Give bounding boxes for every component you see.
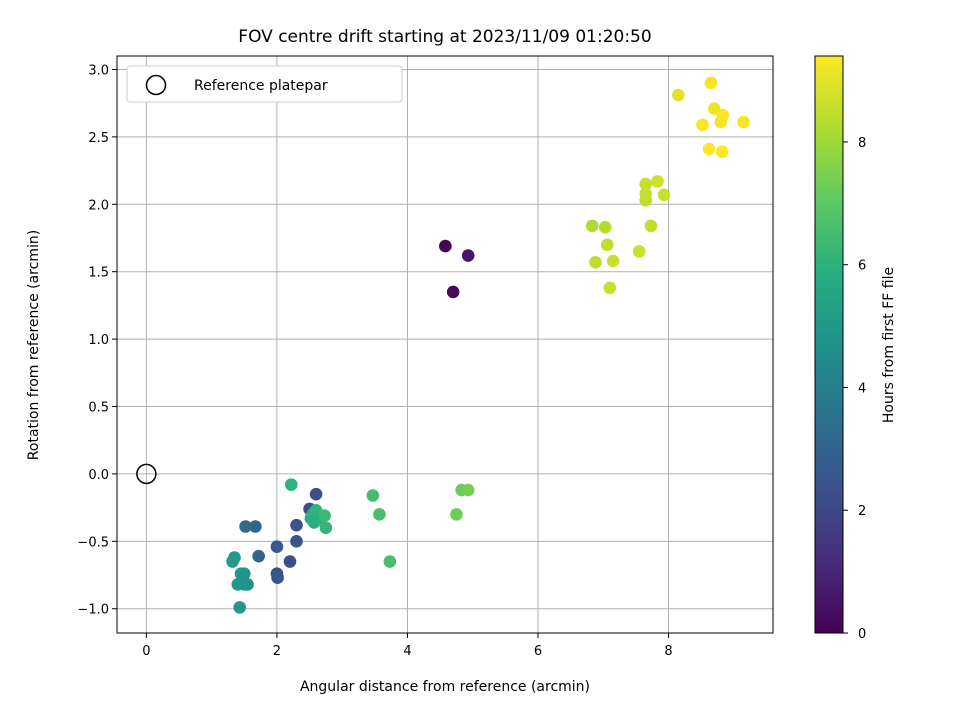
data-points (226, 76, 750, 614)
legend: Reference platepar (126, 65, 403, 103)
scatter-point (290, 535, 303, 548)
scatter-point (233, 601, 247, 614)
chart-title: FOV centre drift starting at 2023/11/09 … (238, 27, 651, 47)
scatter-point (271, 571, 284, 585)
scatter-point (241, 578, 254, 591)
x-tick-label: 6 (534, 644, 542, 659)
y-tick-label: −0.5 (77, 535, 109, 550)
scatter-point (632, 245, 646, 258)
reference-platepar-marker (136, 463, 157, 485)
scatter-point (598, 220, 612, 234)
y-tick-label: 0.5 (88, 401, 109, 416)
scatter-point (644, 219, 658, 233)
y-tick-label: 1.5 (88, 266, 109, 281)
scatter-point (270, 540, 284, 554)
scatter-point (600, 238, 614, 252)
scatter-point (319, 521, 333, 535)
scatter-point (318, 509, 331, 523)
scatter-point (290, 518, 303, 532)
grid-lines (117, 56, 773, 633)
y-axis-ticks: −1.0 −0.5 0.0 0.5 1.0 1.5 2.0 2.5 3.0 (77, 63, 117, 618)
x-tick-label: 2 (273, 644, 281, 659)
scatter-point (446, 285, 460, 299)
colorbar-tick-label: 2 (858, 504, 866, 519)
scatter-point (461, 249, 475, 262)
y-tick-label: 0.0 (88, 468, 109, 483)
scatter-point (373, 508, 386, 521)
scatter-point (707, 102, 721, 115)
colorbar: 0 2 4 6 8 Hours from first FF file (814, 55, 897, 642)
colorbar-tick-label: 4 (858, 381, 866, 396)
scatter-point (239, 520, 252, 533)
legend-marker-icon (145, 74, 167, 96)
scatter-point (283, 555, 297, 568)
scatter-point (226, 555, 239, 568)
x-axis-ticks: 0 2 4 6 8 (142, 633, 673, 659)
scatter-point (639, 177, 653, 191)
scatter-point (366, 489, 380, 502)
scatter-point (439, 239, 452, 253)
colorbar-tick-label: 6 (858, 259, 866, 274)
scatter-point (589, 255, 602, 269)
colorbar-ticks: 0 2 4 6 8 (843, 136, 866, 642)
scatter-point (715, 145, 729, 159)
scatter-point (249, 520, 262, 533)
colorbar-gradient (814, 55, 844, 634)
scatter-point (714, 115, 728, 129)
scatter-point (585, 219, 599, 233)
colorbar-tick-label: 0 (858, 627, 866, 642)
plot-frame (116, 55, 774, 634)
scatter-point (696, 118, 709, 132)
scatter-point (737, 115, 750, 129)
x-tick-label: 4 (403, 644, 411, 659)
x-tick-label: 0 (142, 644, 150, 659)
x-tick-label: 8 (664, 644, 672, 659)
x-axis-label: Angular distance from reference (arcmin) (300, 679, 590, 695)
colorbar-label: Hours from first FF file (881, 267, 897, 423)
scatter-point (309, 487, 323, 501)
scatter-point (657, 188, 671, 202)
y-tick-label: 2.5 (88, 131, 109, 146)
y-axis-label: Rotation from reference (arcmin) (26, 230, 42, 460)
scatter-point (450, 508, 463, 521)
y-tick-label: 3.0 (88, 63, 109, 78)
scatter-point (284, 478, 298, 492)
scatter-point (651, 175, 664, 188)
y-tick-label: 2.0 (88, 198, 109, 213)
colorbar-tick-label: 8 (858, 136, 866, 151)
scatter-point (704, 76, 718, 90)
scatter-point (237, 567, 251, 580)
scatter-point (639, 187, 653, 200)
scatter-point (461, 483, 475, 497)
scatter-point (252, 549, 265, 563)
y-tick-label: 1.0 (88, 333, 109, 348)
scatter-point (606, 254, 620, 268)
scatter-point (383, 555, 397, 568)
legend-box (126, 65, 403, 103)
legend-label-reference: Reference platepar (194, 78, 328, 94)
scatter-point (603, 281, 617, 295)
scatter-point (672, 88, 685, 102)
y-tick-label: −1.0 (77, 603, 109, 618)
scatter-point (702, 142, 716, 156)
